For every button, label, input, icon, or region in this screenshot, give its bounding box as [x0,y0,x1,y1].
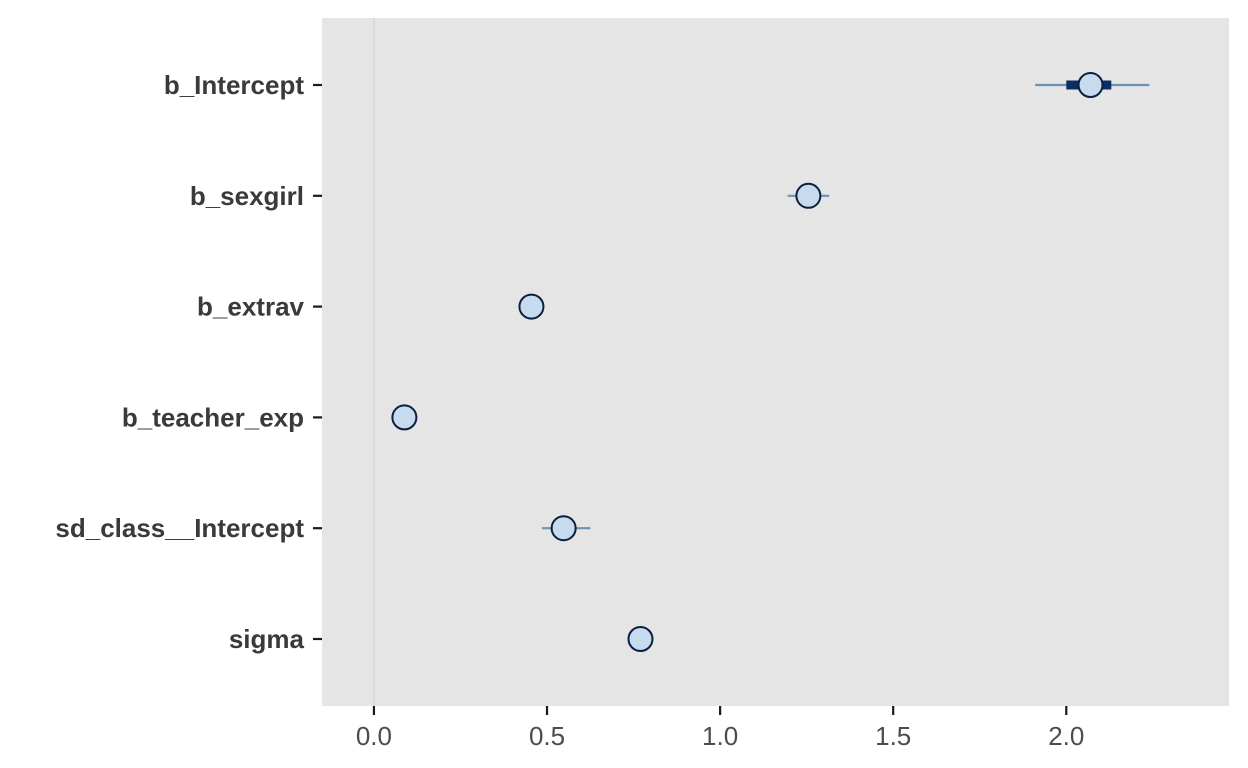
x-axis: 0.0 0.5 1.0 1.5 2.0 [356,706,1084,751]
interval-sd_class__Intercept [541,515,591,542]
interval-b_sexgirl [787,182,830,209]
y-tick-label: sigma [229,624,305,654]
x-tick-label: 0.5 [529,721,565,751]
interval-marks [391,72,1150,652]
y-tick-label: b_sexgirl [190,181,304,211]
plot-panel [322,18,1229,706]
y-tick-label: b_teacher_exp [122,402,304,432]
x-tick-label: 1.0 [702,721,738,751]
x-tick-label: 1.5 [875,721,911,751]
median-point [550,515,577,542]
median-point [391,404,418,431]
median-point [627,626,654,652]
interval-b_extrav [518,293,545,320]
median-point [795,182,822,209]
interval-b_Intercept [1035,72,1150,98]
x-tick-label: 2.0 [1048,721,1084,751]
interval-b_teacher_exp [391,404,418,431]
interval-sigma [627,626,654,652]
y-tick-label: b_extrav [197,292,304,322]
y-tick-label: b_Intercept [164,70,304,100]
y-tick-label: sd_class__Intercept [55,513,304,543]
median-point [518,293,545,320]
x-tick-label: 0.0 [356,721,392,751]
median-point [1077,72,1104,98]
y-axis: b_Intercept b_sexgirl b_extrav b_teacher_ex… [55,70,322,654]
